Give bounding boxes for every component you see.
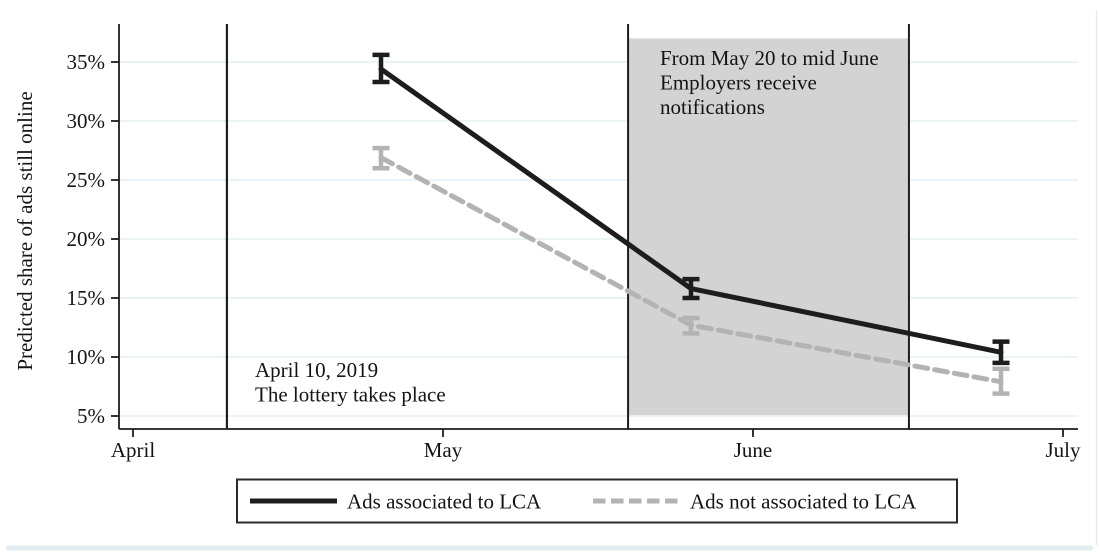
y-tick-label: 30% bbox=[67, 109, 106, 133]
x-tick-label: May bbox=[424, 438, 463, 462]
error-bar bbox=[682, 315, 700, 336]
shaded-region-group bbox=[627, 24, 910, 429]
axes: 5% 10% 15% 20% 25% 30% 35% April May June July bbox=[67, 24, 1081, 462]
legend-box bbox=[236, 478, 958, 524]
y-tick-label: 25% bbox=[67, 168, 106, 192]
y-tick-label: 10% bbox=[67, 345, 106, 369]
error-bar bbox=[372, 52, 390, 85]
error-bar bbox=[372, 145, 390, 171]
legend-entry-label: Ads associated to LCA bbox=[347, 490, 542, 514]
notification-period-annotation: From May 20 to mid June Employers receive… bbox=[660, 46, 879, 119]
lottery-annotation: April 10, 2019 The lottery takes place bbox=[255, 358, 446, 407]
error-bar bbox=[992, 366, 1010, 396]
series-lca bbox=[372, 52, 1010, 366]
y-tick-label: 15% bbox=[67, 286, 106, 310]
series-group bbox=[372, 52, 1010, 396]
y-tick-label: 20% bbox=[67, 227, 106, 251]
x-tick-label: June bbox=[734, 438, 773, 462]
bottom-edge-strip bbox=[6, 545, 1093, 551]
error-bar bbox=[682, 276, 700, 301]
notification-period-shading bbox=[628, 38, 909, 416]
x-tick-label: July bbox=[1045, 438, 1081, 462]
series-non-lca bbox=[372, 145, 1010, 396]
annotations: April 10, 2019 The lottery takes place Fro… bbox=[255, 46, 879, 407]
legend: Ads associated to LCA Ads not associated … bbox=[236, 478, 958, 524]
figure-chrome bbox=[6, 10, 1098, 551]
error-bar bbox=[992, 339, 1010, 366]
y-tick-label: 35% bbox=[67, 50, 106, 74]
y-tick-label: 5% bbox=[77, 404, 105, 428]
y-axis-title: Predicted share of ads still online bbox=[13, 91, 37, 370]
x-tick-label: April bbox=[111, 438, 155, 462]
gridlines bbox=[119, 61, 1078, 417]
legend-entry-label: Ads not associated to LCA bbox=[690, 490, 917, 514]
